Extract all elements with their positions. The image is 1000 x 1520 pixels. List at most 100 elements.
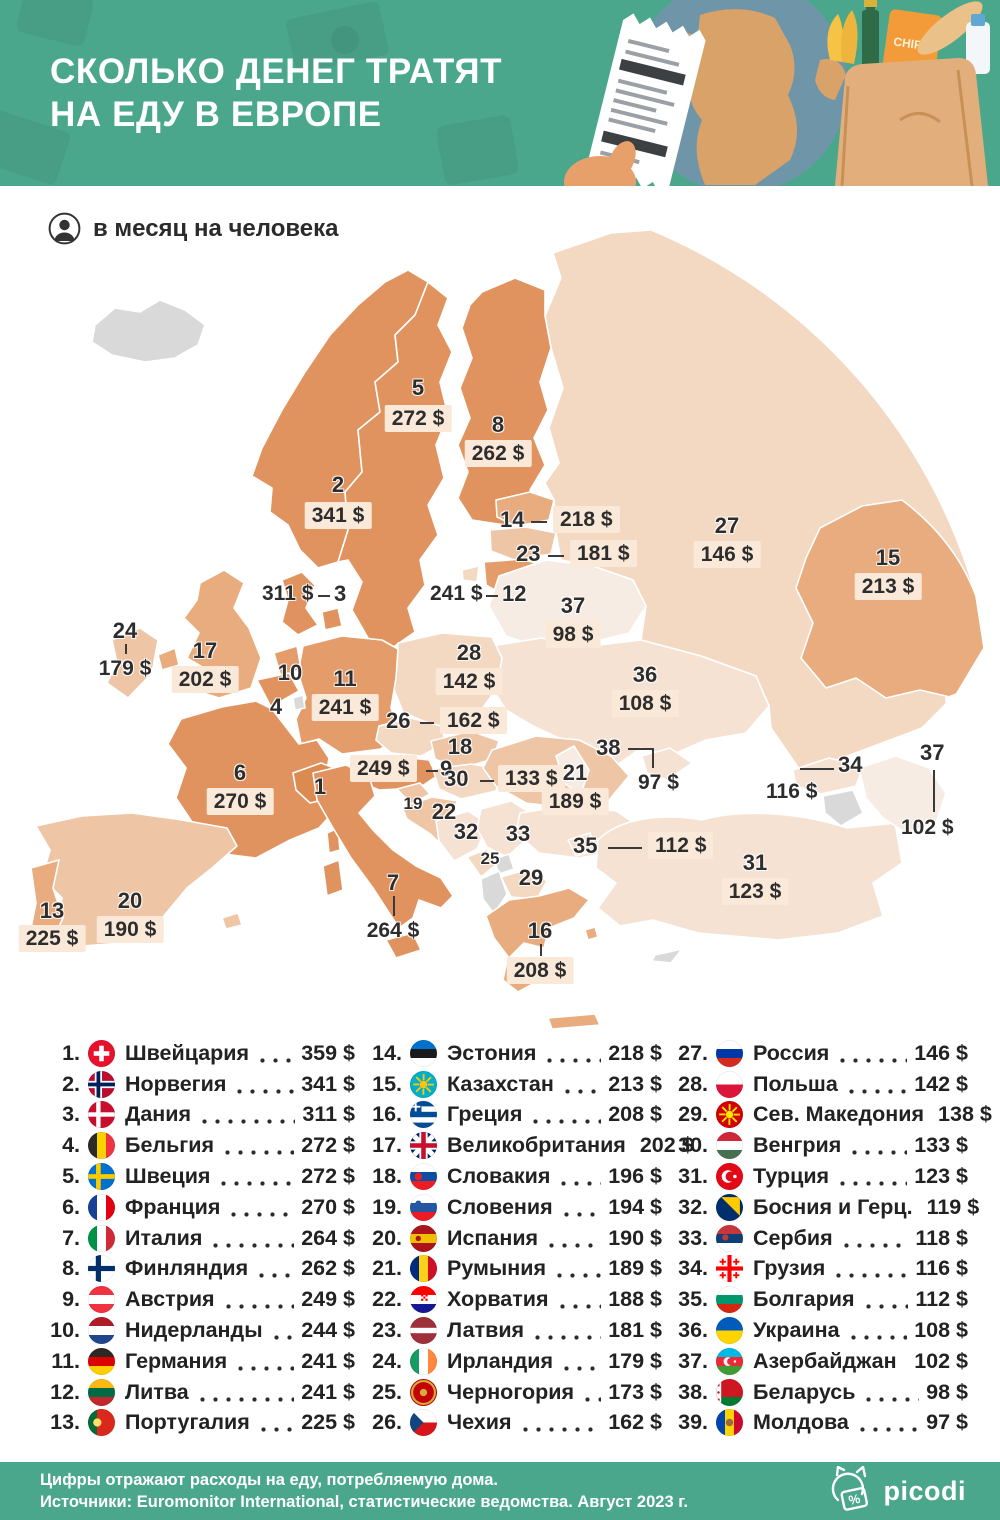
ba-flag-icon xyxy=(716,1193,743,1221)
rank-number: 20. xyxy=(372,1225,402,1250)
map-label-moldova-vline xyxy=(652,748,654,768)
ranking-row-5: 5. Швеция 272 $ xyxy=(40,1161,355,1192)
map-country-estonia xyxy=(495,491,555,527)
map-country-iceland xyxy=(91,299,206,363)
ranking-row-33: 33. Сербия 118 $ xyxy=(668,1223,968,1254)
country-name: Украина xyxy=(753,1318,840,1343)
map-label-bosnia-num: 32 xyxy=(453,819,479,844)
map-country-armenia xyxy=(822,789,864,827)
spend-value: 213 $ xyxy=(608,1071,662,1096)
ranking-row-19: 19. Словения 194 $ xyxy=(362,1192,662,1223)
ranking-row-12: 12. Литва 241 $ xyxy=(40,1377,355,1408)
map-label-lithuania-val: 241 $ xyxy=(430,582,483,605)
map-label-lithuania-hline xyxy=(486,595,498,597)
dot-leader xyxy=(518,1427,602,1433)
dot-leader xyxy=(221,1150,295,1156)
ranking-column-2: 14. Эстония 218 $ 15. Казахстан 213 $ 16. Греци… xyxy=(362,1038,694,1438)
map-label-hungary-num: 30 xyxy=(444,766,469,791)
spend-value: 118 $ xyxy=(915,1225,968,1250)
rank-number: 5. xyxy=(62,1164,80,1189)
spend-value: 181 $ xyxy=(608,1318,662,1343)
ie-flag-icon xyxy=(410,1347,437,1375)
be-flag-icon xyxy=(88,1132,115,1160)
country-name: Финляндия xyxy=(125,1256,249,1281)
map-label-lithuania-num: 12 xyxy=(502,581,527,606)
spend-value: 98 $ xyxy=(926,1379,968,1404)
it-flag-icon xyxy=(88,1224,115,1252)
map-label-slovakia-num: 18 xyxy=(447,734,473,759)
cz-flag-icon xyxy=(410,1409,437,1437)
ranking-row-15: 15. Казахстан 213 $ xyxy=(362,1069,662,1100)
rank-number: 13. xyxy=(50,1410,80,1435)
rank-number: 24. xyxy=(372,1348,402,1373)
map-region-kaliningrad xyxy=(461,565,480,583)
spend-value: 244 $ xyxy=(301,1318,355,1343)
country-name: Турция xyxy=(753,1164,830,1189)
map-country-netherlands xyxy=(273,645,302,678)
dot-leader xyxy=(832,1273,909,1279)
map-label-czechia-valbox: 162 $ xyxy=(440,707,507,734)
svg-text:%: % xyxy=(847,1491,862,1508)
rank-number: 21. xyxy=(372,1256,402,1281)
ranking-row-6: 6. Франция 270 $ xyxy=(40,1192,355,1223)
spend-value: 138 $ xyxy=(938,1102,992,1127)
country-name: Словения xyxy=(447,1194,553,1219)
map-label-italy-num: 7 xyxy=(386,870,400,895)
ranking-row-8: 8. Финляндия 262 $ xyxy=(40,1254,355,1285)
dot-leader xyxy=(560,1088,602,1094)
map-country-luxembourg xyxy=(292,694,306,711)
ranking-row-22: 22. Хорватия 188 $ xyxy=(362,1284,662,1315)
spend-value: 196 $ xyxy=(608,1164,662,1189)
map-country-greece xyxy=(485,887,590,959)
spend-value: 272 $ xyxy=(301,1133,355,1158)
dot-leader xyxy=(221,1304,295,1310)
footer-bar: Цифры отражают расходы на еду, потребляе… xyxy=(0,1462,1000,1520)
brand-logo: % picodi xyxy=(824,1466,967,1516)
ge-flag-icon xyxy=(716,1255,743,1283)
rank-number: 4. xyxy=(62,1133,80,1158)
ranking-column-3: 27. Россия 146 $ 28. Польша 142 $ 29. Сев. Маке… xyxy=(668,1038,992,1438)
country-name: Дания xyxy=(125,1102,192,1127)
spend-value: 272 $ xyxy=(301,1164,355,1189)
country-name: Россия xyxy=(753,1040,830,1065)
fr-flag-icon xyxy=(88,1193,115,1221)
dot-leader xyxy=(903,1365,908,1371)
map-country-ireland xyxy=(106,627,159,699)
map-label-estonia-hline xyxy=(531,521,547,523)
ranking-row-9: 9. Австрия 249 $ xyxy=(40,1284,355,1315)
country-name: Румыния xyxy=(447,1256,547,1281)
dot-leader xyxy=(545,1242,602,1248)
map-label-latvia-num: 23 xyxy=(516,541,541,566)
country-name: Португалия xyxy=(125,1410,250,1435)
person-icon xyxy=(48,212,81,245)
country-name: Латвия xyxy=(447,1318,525,1343)
ranking-row-30: 30. Венгрия 133 $ xyxy=(668,1130,968,1161)
rs-flag-icon xyxy=(716,1224,743,1252)
pl-flag-icon xyxy=(716,1070,743,1098)
spend-value: 119 $ xyxy=(926,1194,980,1219)
rank-number: 34. xyxy=(678,1256,708,1281)
by-flag-icon xyxy=(716,1378,743,1406)
country-name: Литва xyxy=(125,1379,189,1404)
spend-value: 190 $ xyxy=(608,1225,662,1250)
rank-number: 37. xyxy=(678,1348,708,1373)
map-country-azerbaijan xyxy=(858,755,947,834)
nl-flag-icon xyxy=(88,1317,115,1345)
map-island-sardinia xyxy=(322,859,344,897)
rank-number: 22. xyxy=(372,1287,402,1312)
rank-number: 39. xyxy=(678,1410,708,1435)
map-label-austria-num: 9 xyxy=(440,756,453,781)
dot-leader xyxy=(256,1427,295,1433)
dot-leader xyxy=(861,1304,909,1310)
spend-value: 202 $ xyxy=(639,1133,694,1158)
map-label-turkey-valbox: 123 $ xyxy=(721,878,789,905)
dot-leader xyxy=(844,1088,908,1094)
spend-value: 123 $ xyxy=(914,1164,968,1189)
ru-flag-icon xyxy=(716,1039,743,1067)
si-flag-icon xyxy=(410,1193,437,1221)
ranking-row-24: 24. Ирландия 179 $ xyxy=(362,1346,662,1377)
map-label-hungary-hline xyxy=(480,780,494,782)
spend-value: 264 $ xyxy=(301,1225,355,1250)
footer-note: Цифры отражают расходы на еду, потребляе… xyxy=(40,1469,688,1513)
